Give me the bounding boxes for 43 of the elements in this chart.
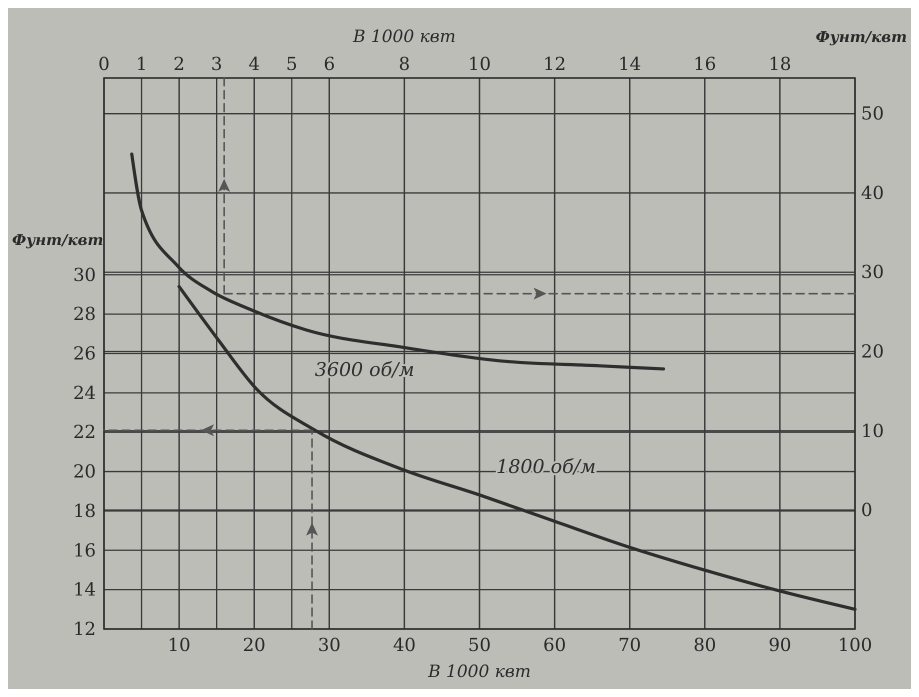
y-tick-label: 16 <box>73 540 96 562</box>
x-axis-title: В 1000 квт <box>427 662 531 682</box>
y-tick-label: 18 <box>73 500 96 522</box>
x2-tick-label: 5 <box>286 54 298 75</box>
x-tick-label: 10 <box>168 635 191 656</box>
y-tick-label: 20 <box>73 462 96 483</box>
y-tick-label: 28 <box>73 304 96 326</box>
x-tick-label: 100 <box>838 635 872 656</box>
y2-axis-title: Фунт/квт <box>816 28 907 46</box>
y-axis-title: Фунт/квт <box>12 230 104 249</box>
y-tick-label: 30 <box>73 264 96 286</box>
x-tick-label: 40 <box>392 635 416 656</box>
x2-tick-label: 10 <box>468 54 491 75</box>
x-tick-label: 50 <box>468 635 491 656</box>
x-tick-label: 30 <box>318 635 341 656</box>
x-tick-label: 60 <box>543 635 566 656</box>
x2-tick-label: 0 <box>98 54 110 75</box>
x2-axis-title: В 1000 квт <box>352 27 456 47</box>
x-tick-label: 80 <box>693 635 716 656</box>
x2-tick-label: 12 <box>543 54 566 75</box>
y-tick-label: 24 <box>73 382 96 404</box>
x-tick-label: 20 <box>242 635 266 656</box>
y-tick-label: 14 <box>73 580 96 601</box>
x2-tick-label: 18 <box>768 54 792 75</box>
x2-tick-label: 14 <box>618 54 642 75</box>
y-tick-label: 26 <box>73 344 96 364</box>
x2-tick-label: 4 <box>248 54 260 75</box>
x2-tick-label: 1 <box>136 54 148 75</box>
y2-tick-label: 40 <box>861 182 884 204</box>
y2-tick-label: 10 <box>861 420 884 442</box>
y2-tick-label: 50 <box>861 104 884 125</box>
x2-tick-label: 8 <box>398 54 410 75</box>
y-tick-label: 12 <box>73 619 96 640</box>
x2-tick-label: 16 <box>693 54 716 75</box>
x2-tick-label: 3 <box>210 54 222 75</box>
y2-tick-label: 20 <box>861 342 884 363</box>
y2-tick-label: 30 <box>861 262 884 284</box>
x-tick-label: 90 <box>768 635 792 656</box>
x2-tick-label: 2 <box>173 54 185 75</box>
y-tick-label: 22 <box>73 422 96 444</box>
x2-tick-label: 6 <box>324 54 336 75</box>
x-tick-label: 70 <box>618 635 642 656</box>
y2-tick-label: 0 <box>861 500 872 522</box>
